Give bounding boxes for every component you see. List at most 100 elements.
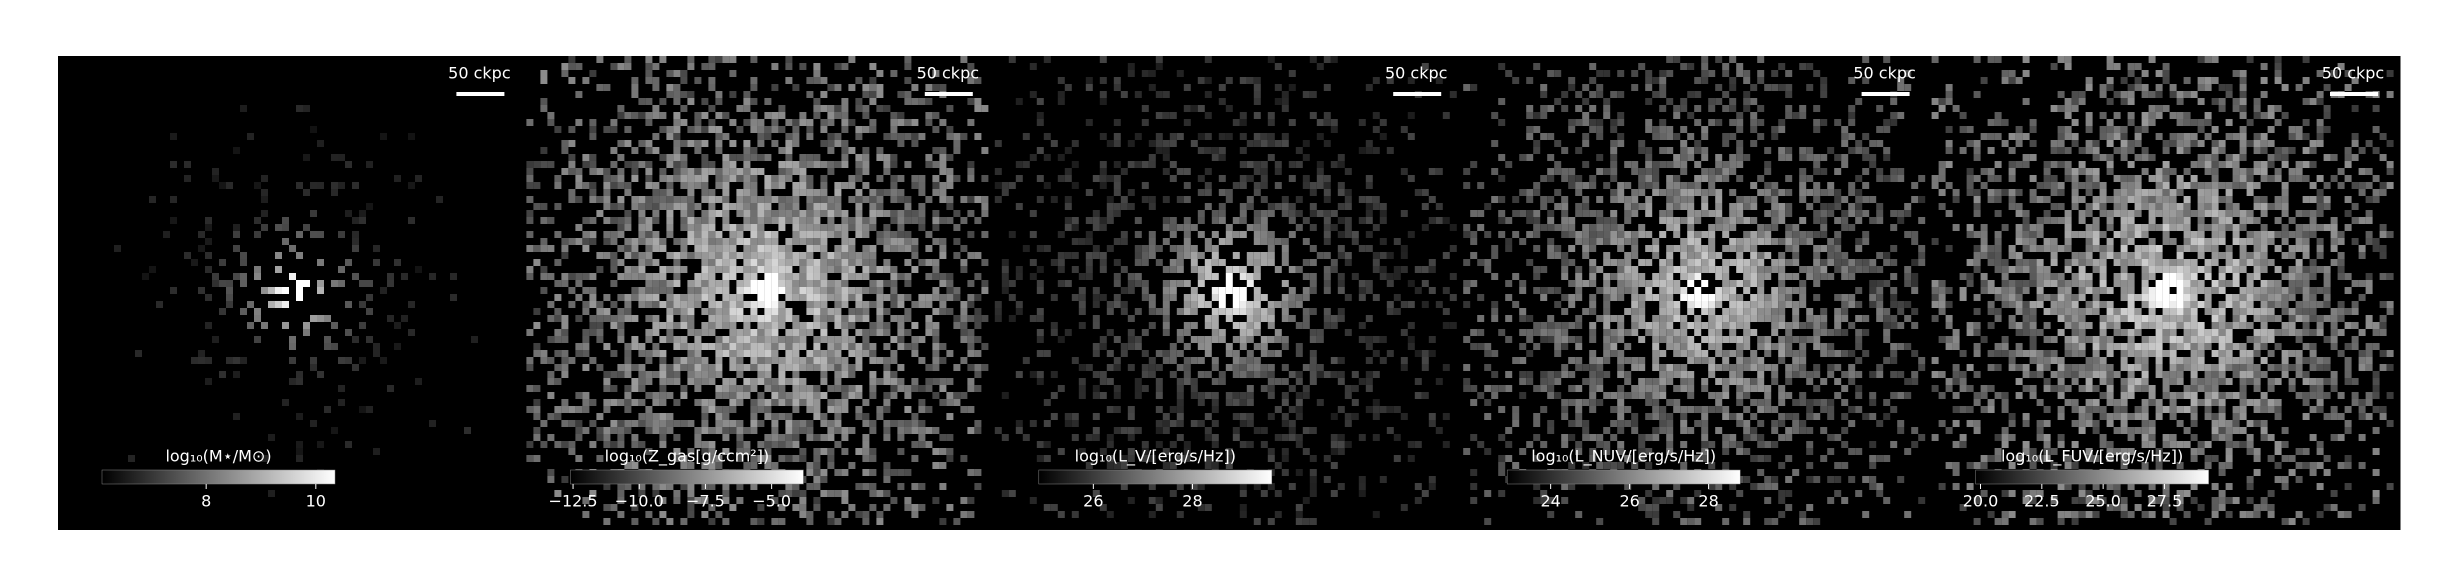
map-pixel	[652, 280, 660, 287]
map-pixel	[750, 168, 758, 175]
map-pixel	[722, 273, 730, 280]
map-pixel	[561, 322, 569, 329]
map-pixel	[1281, 245, 1289, 252]
map-pixel	[1575, 315, 1583, 322]
map-pixel	[1519, 371, 1527, 378]
map-pixel	[673, 140, 681, 147]
map-pixel	[722, 413, 730, 420]
map-pixel	[1379, 266, 1387, 273]
map-pixel	[1253, 182, 1261, 189]
map-pixel	[1246, 350, 1254, 357]
map-pixel	[1603, 182, 1611, 189]
map-pixel	[1036, 287, 1044, 294]
map-pixel	[904, 420, 912, 427]
map-pixel	[666, 371, 674, 378]
map-pixel	[673, 112, 681, 119]
map-pixel	[1036, 455, 1044, 462]
map-pixel	[792, 371, 800, 378]
map-pixel	[1113, 140, 1121, 147]
map-pixel	[1260, 196, 1268, 203]
map-pixel	[939, 119, 947, 126]
map-pixel	[1498, 98, 1506, 105]
map-pixel	[254, 217, 261, 224]
map-pixel	[743, 154, 751, 161]
map-pixel	[526, 364, 534, 371]
map-pixel	[1463, 259, 1471, 266]
map-pixel	[1869, 196, 1877, 203]
map-pixel	[1638, 189, 1646, 196]
map-pixel	[1771, 126, 1779, 133]
map-pixel	[1610, 140, 1618, 147]
map-pixel	[1561, 336, 1569, 343]
map-pixel	[708, 455, 716, 462]
map-pixel	[799, 63, 807, 70]
map-pixel	[1785, 245, 1793, 252]
map-pixel	[1757, 77, 1765, 84]
map-pixel	[1736, 196, 1744, 203]
map-pixel	[1281, 294, 1289, 301]
map-pixel	[1736, 70, 1744, 77]
map-pixel	[1638, 203, 1646, 210]
map-pixel	[1561, 91, 1569, 98]
map-pixel	[1659, 336, 1667, 343]
map-pixel	[1533, 217, 1541, 224]
map-pixel	[1575, 294, 1583, 301]
map-pixel	[1183, 322, 1191, 329]
map-pixel	[890, 196, 898, 203]
map-pixel	[1022, 357, 1030, 364]
map-pixel	[575, 91, 583, 98]
map-pixel	[974, 420, 982, 427]
map-pixel	[1316, 119, 1324, 126]
map-pixel	[1400, 301, 1408, 308]
map-pixel	[268, 434, 275, 441]
map-pixel	[1302, 140, 1310, 147]
map-pixel	[1309, 189, 1317, 196]
map-pixel	[708, 518, 716, 525]
map-pixel	[645, 427, 653, 434]
map-pixel	[1505, 315, 1513, 322]
map-pixel	[1134, 343, 1142, 350]
map-pixel	[701, 231, 709, 238]
map-pixel	[673, 322, 681, 329]
map-pixel	[198, 357, 205, 364]
map-pixel	[1673, 161, 1681, 168]
map-pixel	[170, 287, 177, 294]
map-pixel	[1218, 308, 1226, 315]
map-pixel	[1505, 294, 1513, 301]
map-pixel	[743, 427, 751, 434]
map-pixel	[757, 392, 765, 399]
map-pixel	[1855, 196, 1863, 203]
map-pixel	[757, 301, 765, 308]
map-pixel	[1267, 133, 1275, 140]
map-pixel	[1652, 91, 1660, 98]
map-pixel	[1736, 336, 1744, 343]
map-pixel	[799, 392, 807, 399]
map-pixel	[1043, 504, 1051, 511]
map-pixel	[1267, 378, 1275, 385]
map-pixel	[862, 441, 870, 448]
map-pixel	[1876, 203, 1884, 210]
map-pixel	[338, 154, 345, 161]
map-pixel	[967, 406, 975, 413]
map-pixel	[1141, 371, 1149, 378]
map-pixel	[1414, 189, 1422, 196]
map-pixel	[1617, 371, 1625, 378]
map-pixel	[1232, 308, 1240, 315]
map-pixel	[1323, 287, 1331, 294]
map-pixel	[890, 350, 898, 357]
map-pixel	[1197, 280, 1205, 287]
map-pixel	[694, 497, 702, 504]
map-pixel	[1316, 329, 1324, 336]
map-pixel	[1736, 175, 1744, 182]
map-pixel	[652, 189, 660, 196]
map-pixel	[1519, 315, 1527, 322]
map-pixel	[1687, 231, 1695, 238]
map-pixel	[876, 84, 884, 91]
map-pixel	[1729, 294, 1737, 301]
map-pixel	[827, 448, 835, 455]
map-pixel	[1673, 308, 1681, 315]
map-pixel	[1015, 427, 1023, 434]
map-pixel	[904, 91, 912, 98]
map-pixel	[1337, 182, 1345, 189]
map-pixel	[1099, 343, 1107, 350]
